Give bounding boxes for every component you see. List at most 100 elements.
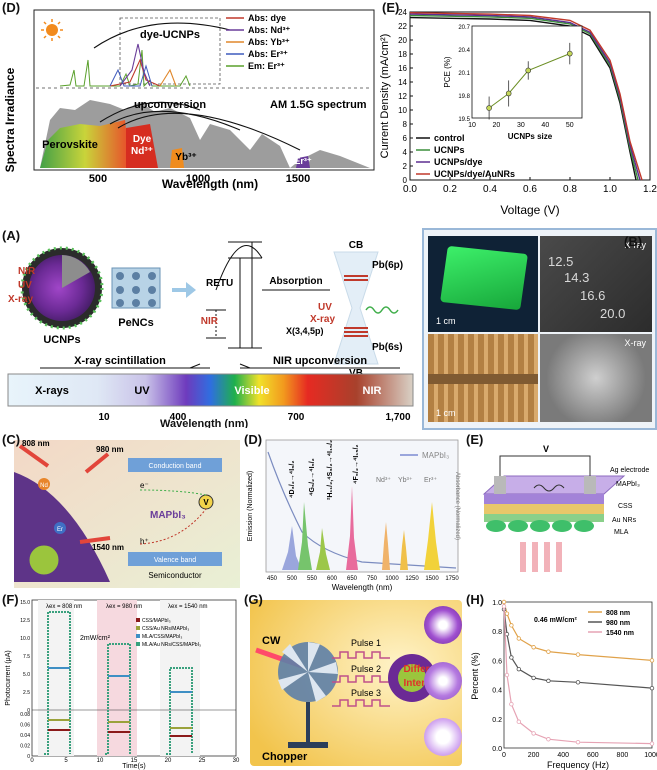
aunrs-label: Au NRs (612, 517, 637, 524)
jv-series-3 (409, 12, 643, 181)
ucnp-particle-icon (20, 246, 104, 330)
laser-1540-icon (79, 536, 111, 544)
inset-ylabel: PCE (%) (443, 56, 452, 87)
conduction-label: Conduction band (149, 463, 202, 470)
emission-figure: Emission (Normalized) Absorbance (Normal… (247, 439, 460, 592)
css-label: CSS (618, 503, 633, 510)
emission-wave-icon (365, 306, 399, 314)
dmid-xtick-7: 1250 (405, 576, 419, 582)
peak-0: ⁴D₃/₂→⁴I₉/₂ (289, 461, 296, 498)
f-ytick-bottom-4: 0.08 (20, 712, 30, 718)
laser-980-icon (84, 452, 110, 474)
sphere-column (422, 592, 464, 770)
jv-ytick-4: 8 (403, 120, 408, 129)
jv-legend-2: UCNPs/dye (434, 157, 483, 167)
d-legend-2: Abs: Yb³⁺ (248, 37, 290, 47)
w1540-label: 1540 nm (92, 543, 124, 552)
h-xtick-1: 200 (528, 752, 540, 759)
jv-ytick-7: 14 (398, 78, 407, 87)
w808-label: 808 nm (22, 439, 50, 448)
f-ytick-top-5: 12.5 (20, 618, 30, 624)
panel-c: (C) Conduction band Valence band Semicon… (0, 432, 242, 592)
ucnps-label: UCNPs (43, 334, 80, 346)
panel-g-label: (G) (244, 592, 263, 607)
panel-d-top-label: (D) (2, 0, 21, 15)
f-xlabel: Time(s) (122, 763, 145, 770)
ion-nd: Nd³⁺ (376, 477, 391, 484)
arrow-right-icon (172, 282, 196, 298)
sun-icon (41, 19, 63, 41)
jv-ytick-10: 20 (398, 36, 407, 45)
dmid-xtick-4: 650 (347, 576, 358, 582)
absorbance-ylabel: Absorbance (Normalized) (454, 472, 460, 540)
h-ytick-3: 0.6 (492, 658, 502, 665)
inset-xtick-1: 20 (493, 122, 501, 129)
h-point-2-6 (575, 739, 581, 745)
f-xtick-0: 0 (30, 758, 34, 764)
h-point-0-1 (504, 611, 510, 616)
yb-label: Yb³⁺ (175, 152, 196, 163)
h-series-2 (503, 606, 653, 745)
microlens-array (486, 520, 594, 532)
f-ytick-top-2: 5.0 (23, 672, 30, 678)
f-ytick-bottom-2: 0.04 (20, 733, 30, 739)
f-ytick-top-1: 2.5 (23, 690, 30, 696)
h-xlabel: Frequency (Hz) (547, 760, 609, 770)
dmid-xtick-3: 600 (327, 576, 338, 582)
band-nir: NIR (363, 385, 382, 397)
xray-digits-image: X-ray 12.5 14.3 16.6 20.0 (540, 236, 652, 332)
jv-legend-3: UCNPs/dye/AuNRs (434, 169, 515, 179)
panel-h-label: (H) (466, 592, 485, 607)
d-xtick-1000: 1000 (186, 173, 210, 185)
xray-in-label: X-ray (8, 294, 33, 305)
uv-in-label: UV (18, 280, 32, 291)
h-ytick-1: 0.2 (492, 717, 502, 724)
h-point-0-4 (531, 645, 536, 650)
h-point-2-7 (649, 741, 655, 746)
d-legend: Abs: dye Abs: Nd³⁺ Abs: Yb³⁺ Abs: Er³⁺ E… (226, 13, 290, 71)
sphere-1 (424, 606, 462, 644)
mla-label: MLA (614, 529, 629, 536)
jv-ytick-3: 6 (403, 134, 408, 143)
chopper-wheel-icon (278, 642, 338, 748)
panel-d-mid: (D) Emission (Normalized) Absorbance (No… (242, 432, 464, 592)
ion-er: Er³⁺ (424, 477, 437, 484)
panel-e-mid: (E) V Ag electrode MAPbI₃ CSS Au NRs MLA (464, 432, 657, 592)
jv-legend-0: control (434, 133, 465, 143)
jv-ytick-11: 22 (398, 22, 407, 31)
panel-c-label: (C) (2, 432, 21, 447)
h-point-1-2 (509, 655, 514, 660)
mapbi3-legend: MAPbI₃ (422, 451, 449, 460)
photocurrent-figure: Photocurrent (μA) Time(s) λex = 808 nm λ… (5, 599, 240, 770)
jv-legend-1: UCNPs (434, 145, 465, 155)
f-power: 2mW/cm² (80, 635, 111, 642)
h-point-2-1 (504, 672, 510, 678)
jv-ytick-12: 24 (398, 8, 407, 17)
inset-point-1 (505, 90, 512, 97)
f-ex2: λex = 980 nm (106, 604, 142, 610)
different-label: Different (403, 664, 445, 675)
nir-upconv-label: NIR upconversion (273, 355, 367, 367)
f-xtick-6: 30 (233, 758, 240, 764)
jv-ytick-0: 0 (403, 176, 408, 185)
digit-3: 20.0 (600, 306, 626, 321)
ucnp-sphere-icon (26, 542, 62, 578)
h-xtick-0: 0 (502, 752, 506, 759)
jv-xtick-6: 1.2 (643, 184, 657, 195)
sphere-3 (424, 718, 462, 756)
pb6s-label: Pb(6s) (372, 342, 403, 353)
nir-label: NIR (201, 316, 219, 327)
dmid-xtick-2: 550 (307, 576, 318, 582)
f-ytick-bottom-0: 0 (27, 754, 30, 760)
jv-xtick-3: 0.6 (523, 184, 537, 195)
d-xtick-1500: 1500 (286, 173, 310, 185)
dmid-xtick-9: 1750 (445, 576, 459, 582)
h-point-0-2 (509, 623, 514, 628)
nd-label: Nd³⁺ (131, 146, 153, 157)
dmid-xtick-0: 450 (267, 576, 278, 582)
inset-xlabel: UCNPs size (508, 132, 553, 141)
f-ytick-top-3: 7.5 (23, 654, 30, 660)
panel-c-figure: Conduction band Valence band Semiconduct… (14, 439, 240, 588)
d-xlabel: Wavelength (nm) (162, 177, 258, 191)
h-point-0-6 (575, 652, 581, 657)
